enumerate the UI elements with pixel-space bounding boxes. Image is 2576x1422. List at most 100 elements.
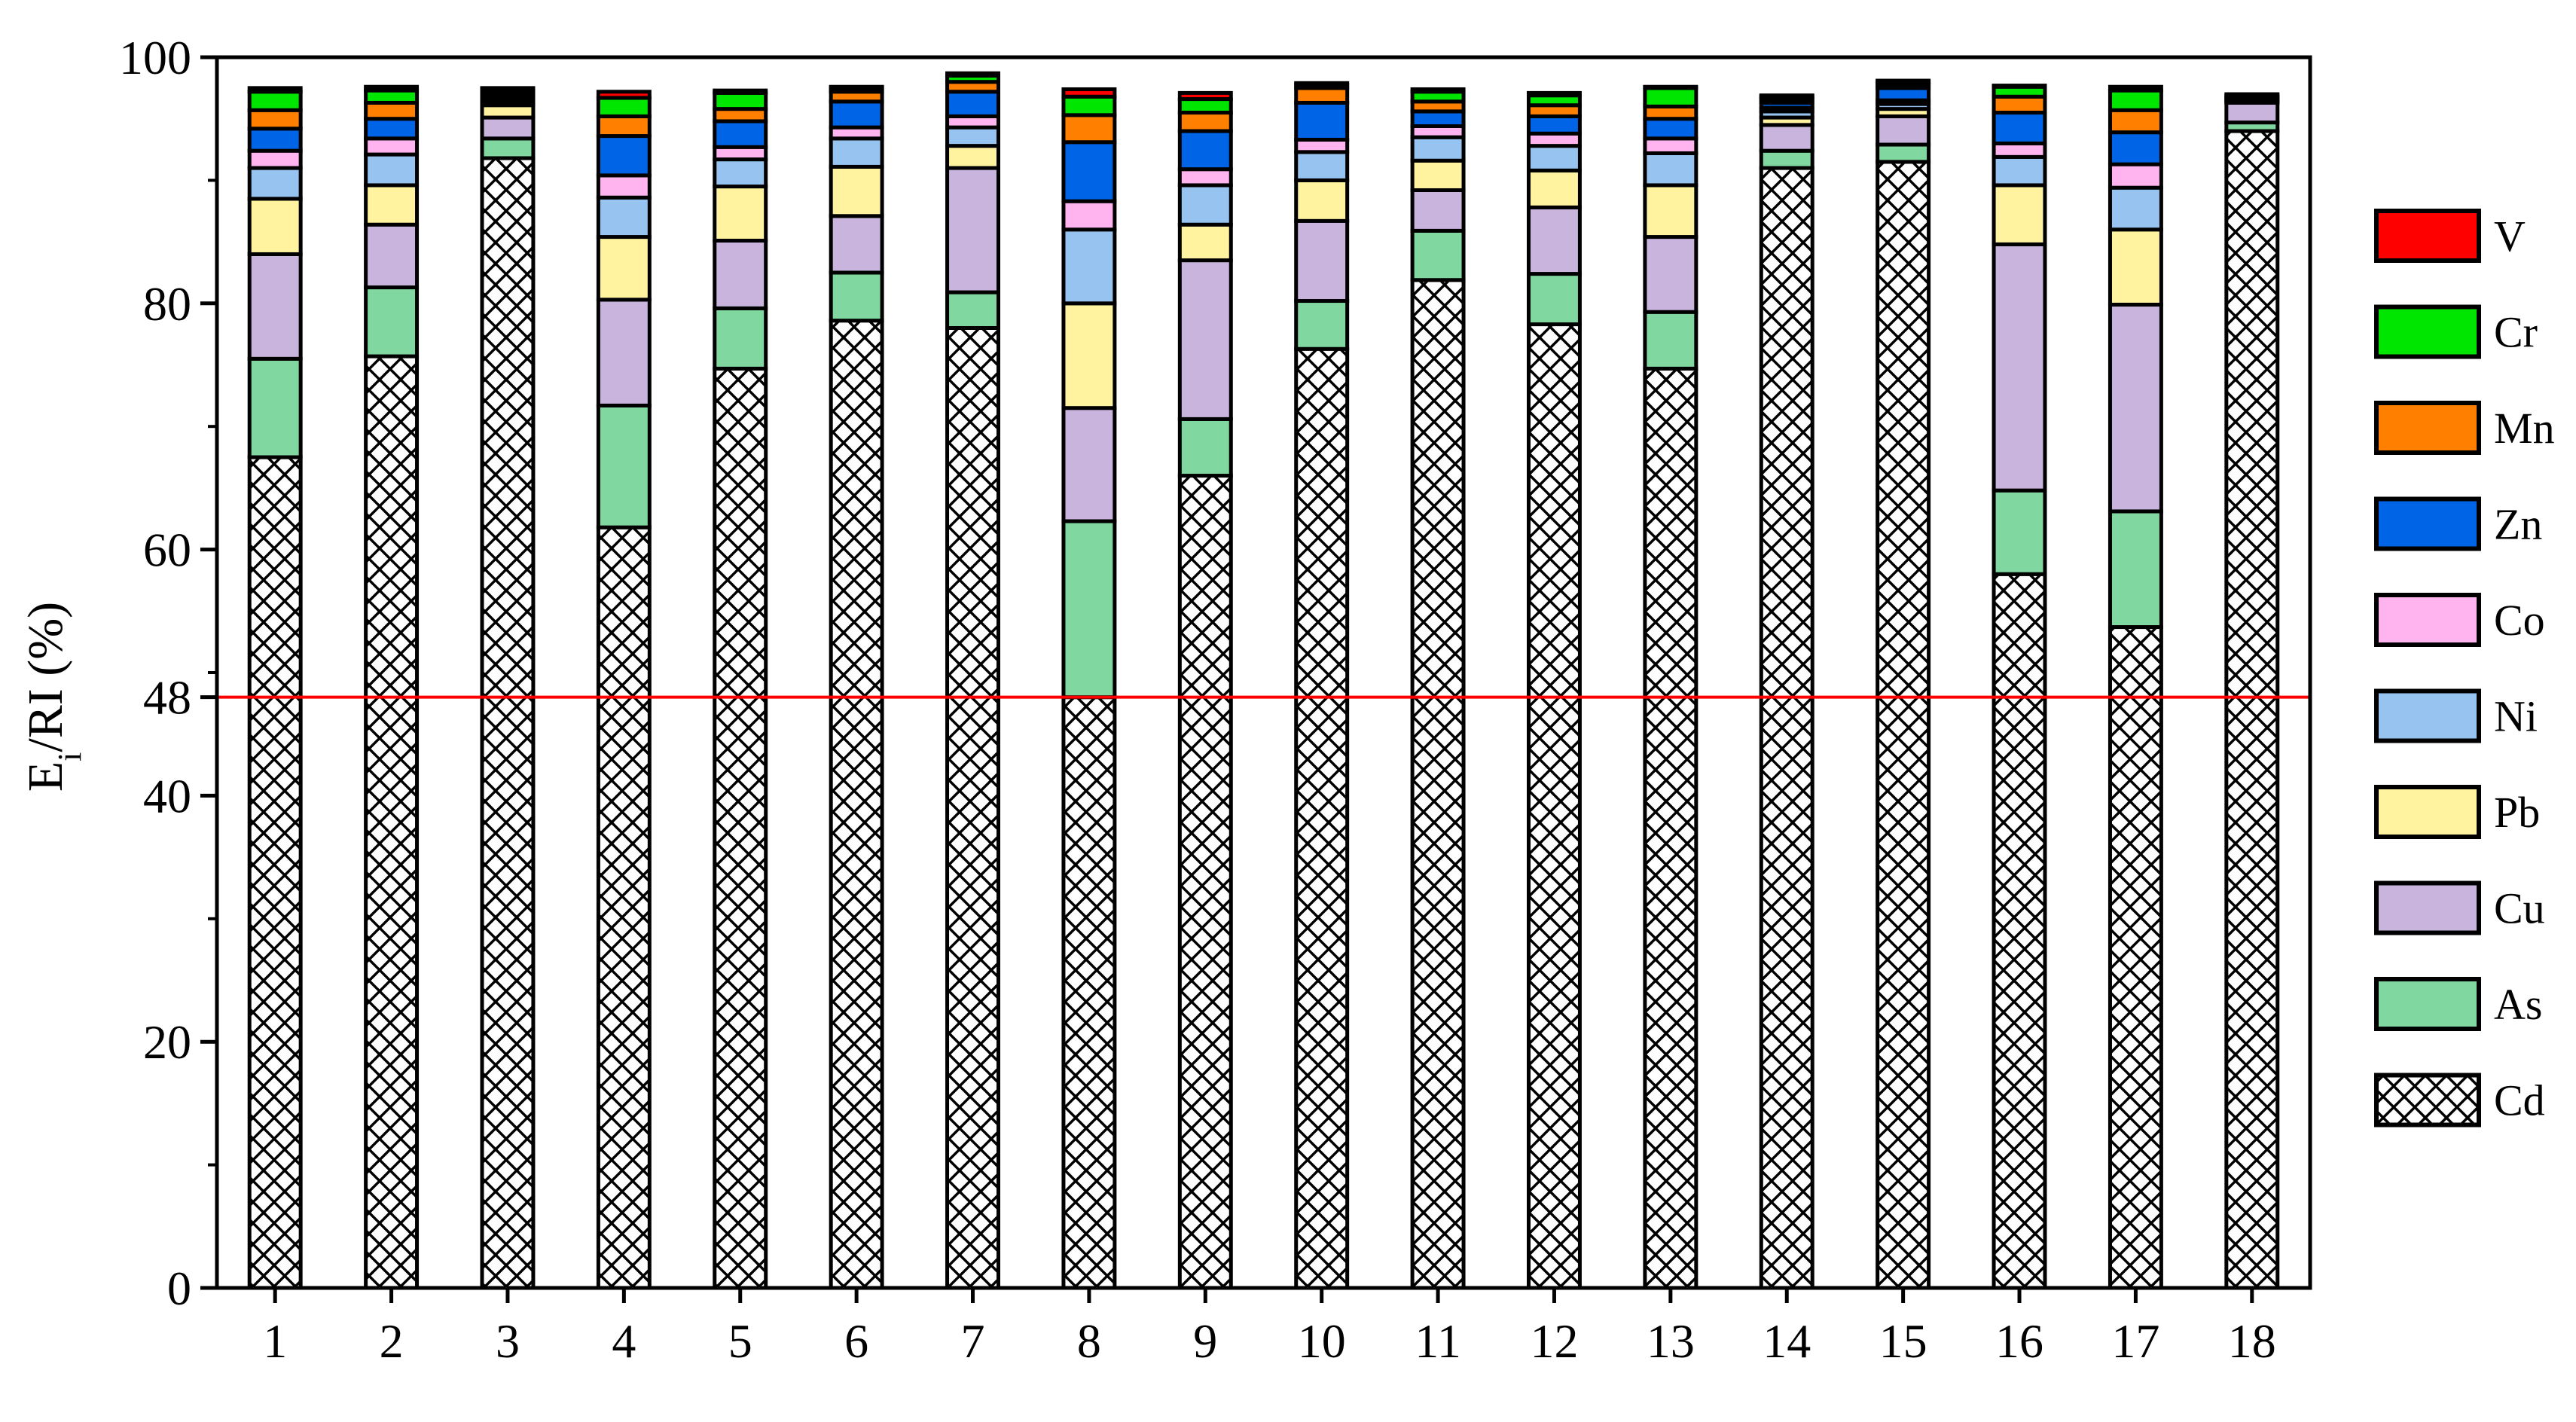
bar-segment-cu-6 <box>829 214 884 275</box>
bar-segment-cu-16 <box>1992 242 2047 493</box>
bar-segment-ni-4 <box>596 195 652 240</box>
legend-swatch-cd <box>2374 1073 2481 1128</box>
bar-segment-cd-12 <box>1527 322 1582 1290</box>
bar-segment-cu-17 <box>2107 302 2163 514</box>
bar-segment-ni-16 <box>1992 154 2047 188</box>
bar-segment-mn-9 <box>1177 111 1233 133</box>
bar-stack-17 <box>2107 84 2163 1290</box>
bar-stack-11 <box>1410 87 1466 1290</box>
y-tick-label-40: 40 <box>143 769 191 822</box>
bar-segment-mn-4 <box>596 114 652 139</box>
bar-stack-8 <box>1061 87 1117 1290</box>
legend-label-zn: Zn <box>2494 500 2542 549</box>
bar-segment-pb-17 <box>2107 227 2163 307</box>
x-tick-label-12: 12 <box>1530 1314 1578 1368</box>
bar-segment-ni-6 <box>829 136 884 169</box>
bar-segment-co-2 <box>364 136 420 157</box>
x-tick-label-1: 1 <box>263 1314 287 1368</box>
bar-stack-6 <box>829 84 884 1290</box>
bar-segment-cd-17 <box>2107 625 2163 1290</box>
bar-segment-co-13 <box>1643 136 1699 155</box>
legend-item-pb: Pb <box>2374 785 2540 839</box>
bar-stack-9 <box>1177 90 1233 1290</box>
bar-segment-as-3 <box>480 136 536 160</box>
x-tick-label-14: 14 <box>1763 1314 1811 1368</box>
bar-segment-co-17 <box>2107 162 2163 190</box>
bar-stack-1 <box>247 86 303 1290</box>
bar-segment-co-16 <box>1992 141 2047 159</box>
bar-segment-as-8 <box>1061 519 1117 700</box>
legend-item-cd: Cd <box>2374 1073 2545 1128</box>
bar-segment-cr-1 <box>247 90 303 112</box>
bar-segment-mn-1 <box>247 108 303 131</box>
bar-segment-v-17 <box>2107 84 2163 93</box>
bar-segment-as-2 <box>364 285 420 359</box>
bar-segment-cd-14 <box>1759 166 1814 1290</box>
bar-segment-v-15 <box>1876 78 1931 84</box>
bar-segment-mn-16 <box>1992 94 2047 115</box>
bar-segment-zn-10 <box>1294 100 1350 142</box>
bar-segment-v-3 <box>480 86 536 91</box>
bar-segment-as-15 <box>1876 142 1931 164</box>
bar-segment-zn-12 <box>1527 114 1582 136</box>
bar-segment-ni-5 <box>713 157 768 189</box>
legend-label-cd: Cd <box>2494 1076 2545 1125</box>
bar-segment-cu-4 <box>596 298 652 407</box>
bar-stack-4 <box>596 90 652 1290</box>
bar-segment-v-4 <box>596 90 652 100</box>
bar-segment-v-11 <box>1410 87 1466 94</box>
legend-swatch-pb <box>2374 785 2481 839</box>
bar-segment-ni-1 <box>247 166 303 201</box>
bar-segment-pb-16 <box>1992 183 2047 246</box>
bar-segment-cr-13 <box>1643 86 1699 108</box>
bar-segment-cu-1 <box>247 252 303 361</box>
x-tick-label-7: 7 <box>961 1314 985 1368</box>
bar-segment-as-1 <box>247 356 303 459</box>
legend-item-mn: Mn <box>2374 401 2555 455</box>
bar-segment-zn-16 <box>1992 111 2047 145</box>
bar-segment-cr-8 <box>1061 94 1117 117</box>
legend-label-ni: Ni <box>2494 692 2538 741</box>
bar-segment-cu-14 <box>1759 123 1814 153</box>
bar-segment-v-14 <box>1759 93 1814 99</box>
legend: V Cr Mn Zn Co Ni Pb Cu As Cd <box>2374 209 2555 1128</box>
y-tick-label-48: 48 <box>143 671 191 725</box>
bar-stack-18 <box>2224 92 2280 1290</box>
bar-stack-13 <box>1643 84 1699 1290</box>
bar-segment-cu-3 <box>480 115 536 141</box>
bar-segment-cu-10 <box>1294 218 1350 304</box>
y-tick-label-20: 20 <box>143 1015 191 1069</box>
bar-segment-v-18 <box>2224 92 2280 98</box>
legend-label-as: As <box>2494 980 2542 1029</box>
bar-segment-cu-18 <box>2224 100 2280 125</box>
legend-label-cr: Cr <box>2494 308 2538 357</box>
bar-segment-zn-4 <box>596 134 652 178</box>
bar-segment-v-1 <box>247 86 303 94</box>
legend-label-v: V <box>2494 212 2526 261</box>
bar-segment-zn-9 <box>1177 129 1233 172</box>
bar-segment-mn-8 <box>1061 113 1117 145</box>
x-tick-label-18: 18 <box>2228 1314 2276 1368</box>
bar-segment-cu-5 <box>713 238 768 310</box>
bar-segment-zn-11 <box>1410 109 1466 129</box>
bar-stack-3 <box>480 86 536 1290</box>
bar-segment-zn-7 <box>945 90 1000 118</box>
bar-stack-16 <box>1992 84 2047 1290</box>
bar-segment-as-6 <box>829 270 884 323</box>
bar-segment-cu-8 <box>1061 406 1117 523</box>
bar-segment-co-8 <box>1061 199 1117 232</box>
bar-segment-zn-8 <box>1061 140 1117 203</box>
bar-segment-cu-9 <box>1177 258 1233 421</box>
bar-segment-zn-5 <box>713 119 768 149</box>
bar-segment-v-6 <box>829 84 884 90</box>
legend-swatch-as <box>2374 977 2481 1031</box>
bar-segment-cu-12 <box>1527 205 1582 276</box>
legend-swatch-ni <box>2374 688 2481 743</box>
bar-segment-as-4 <box>596 403 652 529</box>
bar-segment-cd-16 <box>1992 572 2047 1290</box>
bar-segment-pb-7 <box>945 144 1000 170</box>
bar-segment-cd-9 <box>1177 474 1233 1290</box>
bar-segment-v-7 <box>945 71 1000 78</box>
x-tick-label-2: 2 <box>380 1314 404 1368</box>
